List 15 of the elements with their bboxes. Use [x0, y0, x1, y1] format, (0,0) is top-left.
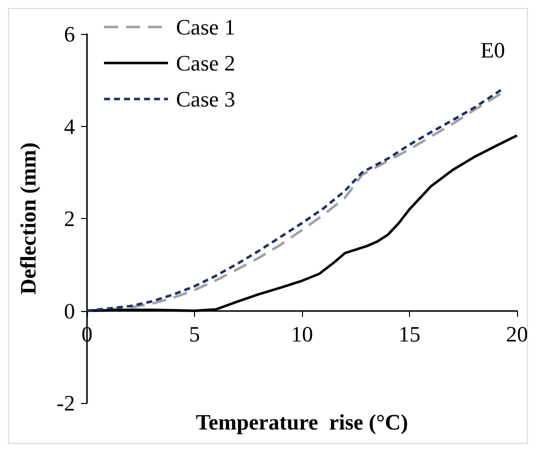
- legend-label: Case 1: [176, 14, 236, 40]
- x-tick-label: 10: [291, 321, 313, 346]
- y-tick-label: 6: [64, 22, 75, 46]
- y-tick-label: 2: [64, 206, 75, 231]
- y-tick-label: 4: [64, 114, 75, 139]
- x-axis-title: Temperature rise (°C): [196, 410, 408, 434]
- legend-label: Case 3: [176, 86, 236, 112]
- x-tick-label: 5: [189, 321, 200, 346]
- x-tick-label: 20: [506, 321, 528, 346]
- y-tick-label: 0: [64, 298, 75, 324]
- legend-label: Case 2: [176, 50, 236, 76]
- annotation: E0: [480, 38, 506, 62]
- y-axis-title: Deflection (mm): [16, 142, 40, 295]
- x-tick-label: 15: [398, 321, 420, 346]
- y-tick-label: -2: [56, 390, 75, 416]
